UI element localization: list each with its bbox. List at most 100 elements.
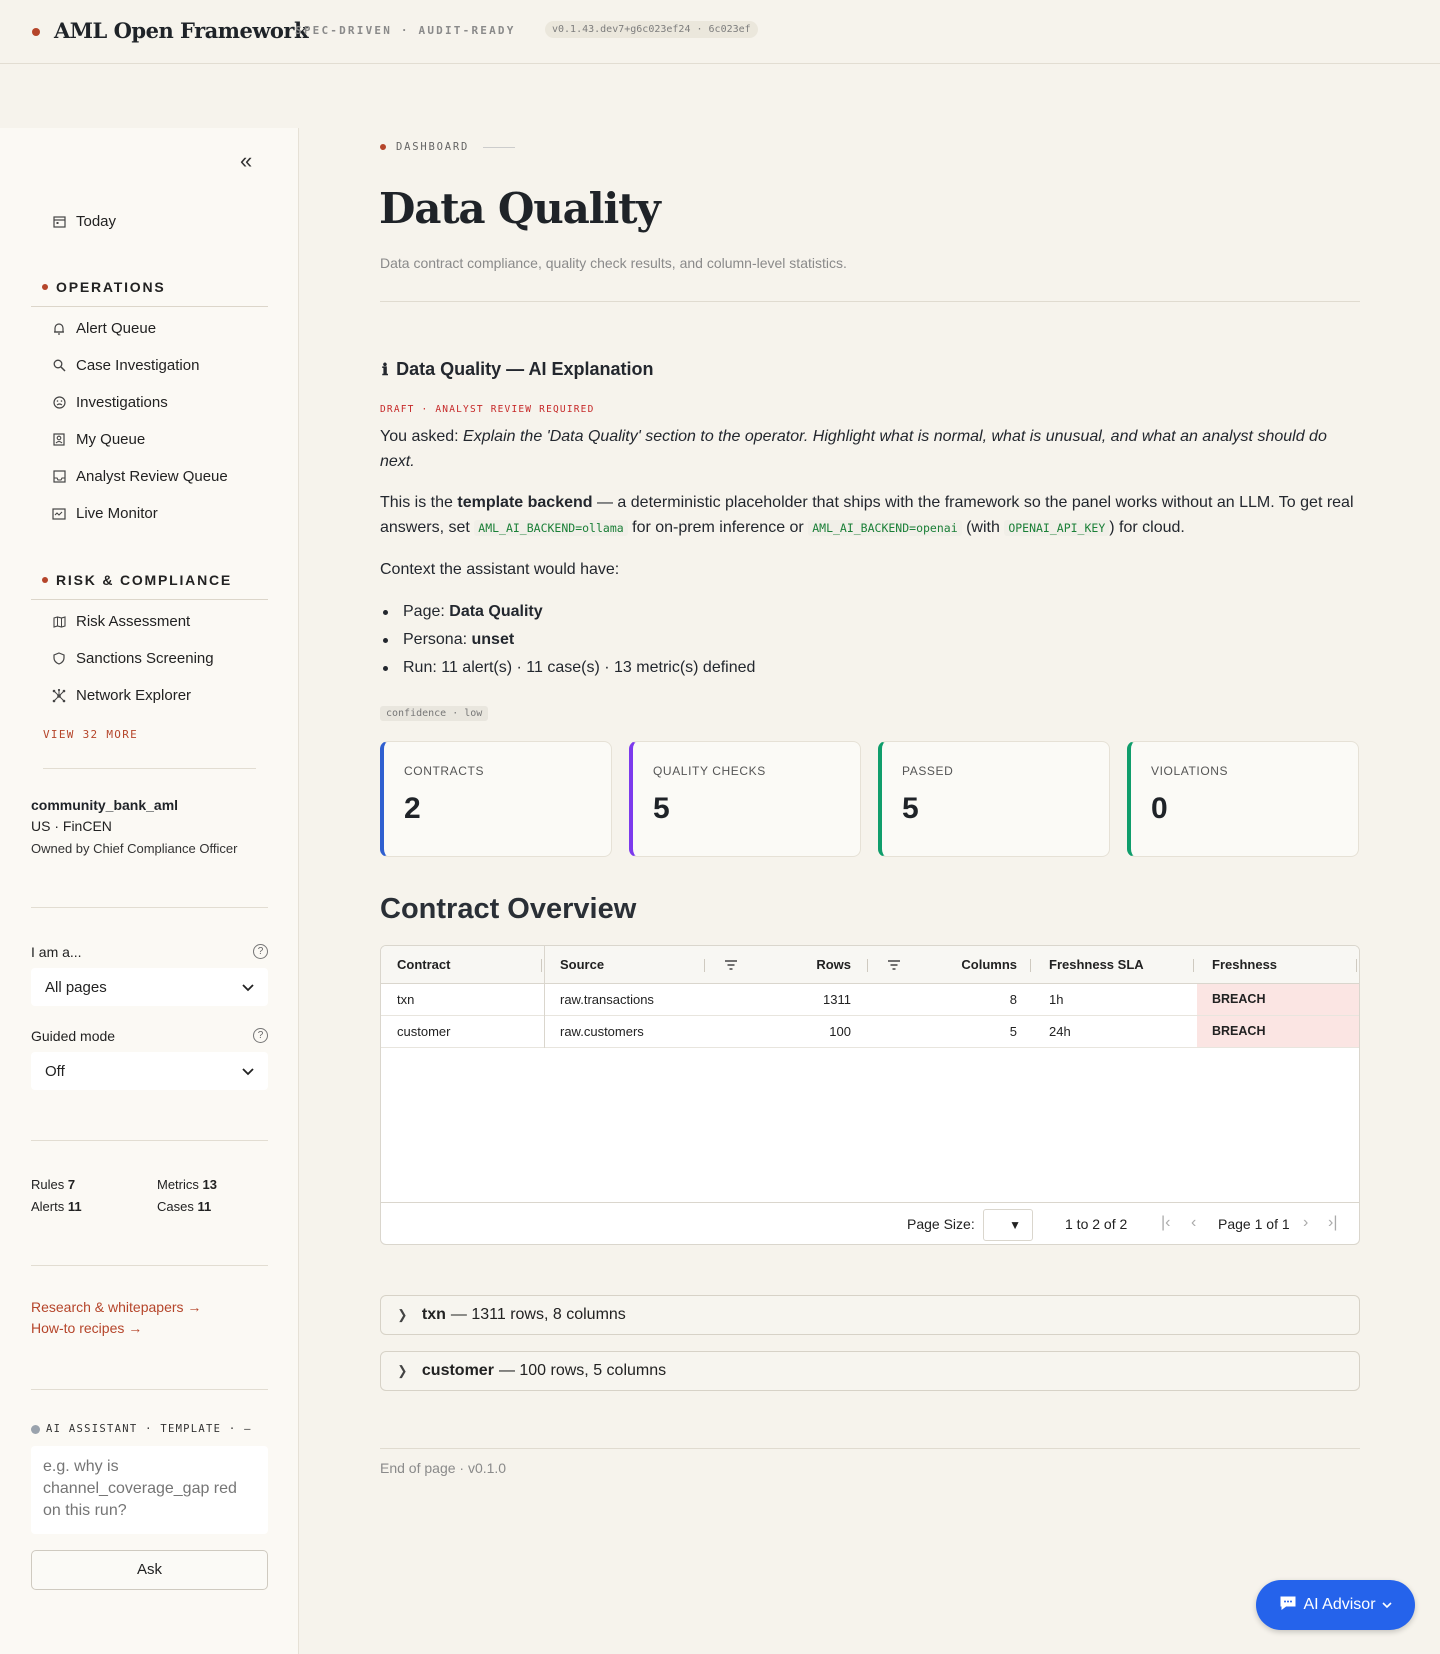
cell-contract: txn (397, 992, 415, 1007)
expander-customer[interactable]: ❯ customer — 100 rows, 5 columns (380, 1351, 1360, 1391)
kpi-card-passed: PASSED 5 (878, 741, 1110, 857)
stat-value: 11 (67, 1199, 82, 1214)
sidebar-item-risk-assessment[interactable]: Risk Assessment (52, 613, 190, 630)
stat-value: 7 (67, 1177, 76, 1192)
stat-cases: Cases 11 (157, 1199, 211, 1214)
sidebar-item-sanctions-screening[interactable]: Sanctions Screening (52, 650, 214, 667)
stat-alerts: Alerts 11 (31, 1199, 82, 1214)
column-header-contract[interactable]: Contract (397, 957, 451, 972)
section-risk-title: RISK & COMPLIANCE (56, 572, 233, 588)
sidebar-item-live-monitor[interactable]: Live Monitor (52, 505, 158, 522)
sidebar-item-my-queue[interactable]: My Queue (52, 431, 145, 448)
collapse-sidebar-icon[interactable]: « (240, 148, 253, 173)
chevron-down-icon (242, 979, 254, 996)
last-page-icon[interactable]: ›| (1328, 1214, 1338, 1231)
sidebar-item-investigations[interactable]: Investigations (52, 394, 168, 411)
table-row[interactable]: customer raw.customers 100 5 24h BREACH (381, 1016, 1359, 1048)
cell-freshness-sla: 1h (1049, 992, 1064, 1007)
ask-button[interactable]: Ask (31, 1550, 268, 1590)
brand-title: AML Open Framework (54, 18, 309, 43)
table-row[interactable]: txn raw.transactions 1311 8 1h BREACH (381, 984, 1359, 1016)
contract-table: Contract Source Rows Columns Freshness S… (380, 945, 1360, 1245)
help-icon[interactable]: ? (253, 944, 268, 959)
chevron-down-icon (242, 1063, 254, 1080)
divider (31, 907, 268, 908)
column-header-rows[interactable]: Rows (816, 957, 851, 972)
research-link[interactable]: Research & whitepapers → (31, 1299, 202, 1315)
ai-advisor-button[interactable]: AI Advisor (1256, 1580, 1415, 1630)
expander-title: customer (421, 1362, 494, 1379)
ai-explanation-title: Data Quality — AI Explanation (396, 359, 654, 379)
sidebar-item-label: Investigations (76, 394, 168, 411)
sidebar-item-analyst-review-queue[interactable]: Analyst Review Queue (52, 468, 228, 485)
text-strong: Data Quality (449, 603, 543, 620)
chevron-down-icon (1381, 1596, 1392, 1614)
contract-overview-title: Contract Overview (380, 893, 637, 925)
expander-txn[interactable]: ❯ txn — 1311 rows, 8 columns (380, 1295, 1360, 1335)
tagline: SPEC-DRIVEN · AUDIT-READY (295, 24, 516, 37)
recipes-link[interactable]: How-to recipes → (31, 1320, 143, 1336)
text-strong: template backend (457, 494, 593, 511)
asked-prefix: You asked: (380, 428, 459, 445)
sidebar-item-case-investigation[interactable]: Case Investigation (52, 357, 199, 374)
section-dot (42, 284, 48, 290)
face-icon (52, 396, 66, 410)
map-icon (52, 615, 66, 629)
persona-select[interactable]: All pages (31, 968, 268, 1006)
prev-page-icon[interactable]: ‹ (1191, 1214, 1197, 1231)
column-resizer[interactable] (1356, 959, 1357, 972)
column-resizer[interactable] (1030, 959, 1031, 972)
first-page-icon[interactable]: |‹ (1161, 1214, 1171, 1231)
column-header-columns[interactable]: Columns (961, 957, 1017, 972)
page-info: Page 1 of 1 (1218, 1216, 1290, 1232)
page-subtitle: Data contract compliance, quality check … (380, 255, 847, 271)
page-size-select[interactable]: ▼ (983, 1209, 1033, 1241)
shield-icon (52, 652, 66, 666)
text: Run: 11 alert(s) · 11 case(s) · 13 metri… (403, 659, 756, 676)
pagination-bar: Page Size: ▼ 1 to 2 of 2 |‹ ‹ Page 1 of … (381, 1202, 1359, 1244)
ai-question-input[interactable] (31, 1446, 268, 1534)
breadcrumb: DASHBOARD (380, 141, 516, 153)
tenant-name: community_bank_aml (31, 797, 179, 813)
column-resizer[interactable] (704, 959, 705, 972)
column-resizer[interactable] (867, 959, 868, 972)
chat-icon (1279, 1595, 1297, 1616)
table-header: Contract Source Rows Columns Freshness S… (381, 946, 1359, 984)
persona-select-value: All pages (45, 978, 107, 996)
context-list: Page: Data Quality Persona: unset Run: 1… (380, 599, 755, 683)
filter-icon[interactable] (724, 958, 738, 976)
help-icon[interactable]: ? (253, 1028, 268, 1043)
text: Page (1218, 1216, 1251, 1232)
text: (with (966, 519, 1000, 536)
kpi-label: VIOLATIONS (1151, 764, 1229, 778)
sidebar-item-label: My Queue (76, 431, 146, 448)
row-range: 1 to 2 of 2 (1065, 1216, 1128, 1232)
column-header-freshness[interactable]: Freshness (1212, 957, 1278, 972)
cell-rows: 100 (829, 1024, 851, 1039)
sidebar-item-label: Network Explorer (76, 687, 192, 704)
sidebar-item-alert-queue[interactable]: Alert Queue (52, 320, 156, 337)
column-resizer[interactable] (1193, 959, 1194, 972)
filter-icon[interactable] (887, 958, 901, 976)
text: — a deterministic placeholder that ships… (380, 494, 1354, 536)
breadcrumb-line (483, 146, 516, 148)
cell-contract: customer (397, 1024, 451, 1039)
text: Persona: (403, 631, 468, 648)
kpi-value: 5 (902, 792, 919, 825)
stat-label: Metrics (157, 1177, 199, 1192)
top-bar: AML Open Framework SPEC-DRIVEN · AUDIT-R… (0, 0, 1440, 64)
column-resizer[interactable] (541, 959, 542, 972)
code-snippet: AML_AI_BACKEND=ollama (474, 520, 628, 536)
nav-today[interactable]: Today (52, 213, 116, 230)
section-operations-title: OPERATIONS (56, 279, 166, 295)
info-icon: ℹ (382, 360, 389, 379)
section-operations: OPERATIONS (42, 279, 166, 295)
column-header-freshness-sla[interactable]: Freshness SLA (1049, 957, 1144, 972)
text: This is the (380, 494, 453, 511)
sidebar-item-network-explorer[interactable]: Network Explorer (52, 687, 191, 704)
inbox-icon (52, 470, 66, 484)
guided-mode-select[interactable]: Off (31, 1052, 268, 1090)
column-header-source[interactable]: Source (560, 957, 605, 972)
view-more-link[interactable]: VIEW 32 MORE (43, 728, 139, 741)
next-page-icon[interactable]: › (1303, 1214, 1309, 1231)
